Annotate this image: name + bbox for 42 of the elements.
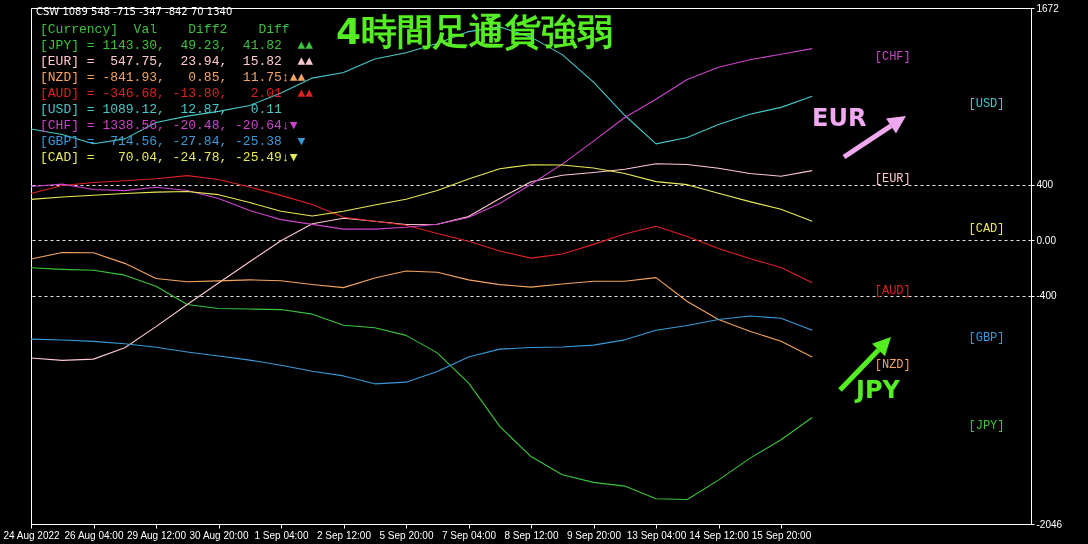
text: [NZD] [874, 358, 911, 373]
x-tick-label: 29 Aug 12:00 [127, 529, 187, 541]
annotation: [AUD] = -346.68, -13.80, 2.01 ▲▲ [40, 86, 314, 102]
annotation: [USD] = 1089.12, 12.87, 0.11 [40, 102, 282, 118]
y-tick-label: 1672 [1036, 2, 1060, 14]
y-tick-label: -2046 [1036, 518, 1063, 530]
y-tick-label: 400 [1036, 179, 1054, 191]
text: [CHF] [874, 49, 911, 64]
text: [GBP] [968, 331, 1005, 346]
annotation: [EUR] = 547.75, 23.94, 15.82 ▲▲ [40, 54, 314, 70]
x-tick-label: 26 Aug 04:00 [64, 529, 124, 541]
x-tick-label: 7 Sep 04:00 [442, 529, 497, 541]
text: [AUD] [874, 283, 911, 298]
x-tick-label: 14 Sep 12:00 [689, 529, 750, 541]
x-tick-label: 9 Sep 20:00 [567, 529, 622, 541]
y-tick-label: -400 [1036, 290, 1057, 302]
line-series [30, 163, 813, 361]
text: [EUR] [874, 171, 911, 186]
annotation: JPY [856, 376, 900, 404]
text: [JPY] [968, 418, 1005, 433]
text: [USD] [968, 97, 1005, 112]
x-tick-label: 30 Aug 20:00 [189, 529, 249, 541]
x-tick-label: 24 Aug 2022 [3, 529, 61, 541]
annotation: [NZD] = -841.93, 0.85, 11.75↕▲▲ [40, 70, 306, 86]
annotation: [GBP] = -714.56, -27.84, -25.38 ▼ [40, 134, 306, 150]
x-tick-label: 5 Sep 20:00 [379, 529, 434, 541]
x-tick-label: 2 Sep 12:00 [317, 529, 372, 541]
line-series [30, 315, 813, 385]
line-series [30, 267, 813, 501]
annotation: EUR [812, 104, 867, 132]
line-series [30, 175, 813, 284]
x-tick-label: 13 Sep 04:00 [626, 529, 687, 541]
text: [CAD] [968, 222, 1005, 237]
y-tick-label: 0.00 [1036, 234, 1057, 246]
x-tick-label: 8 Sep 12:00 [504, 529, 559, 541]
line-series [30, 164, 813, 222]
line-series [30, 251, 813, 358]
x-tick-label: 1 Sep 04:00 [254, 529, 309, 541]
annotation: [JPY] = 1143.30, 49.23, 41.82 ▲▲ [40, 38, 314, 54]
annotation: [Currency] Val Diff2 Diff [40, 22, 290, 38]
x-tick-label: 15 Sep 20:00 [751, 529, 812, 541]
annotation: [CAD] = 70.04, -24.78, -25.49↓▼ [40, 150, 298, 166]
